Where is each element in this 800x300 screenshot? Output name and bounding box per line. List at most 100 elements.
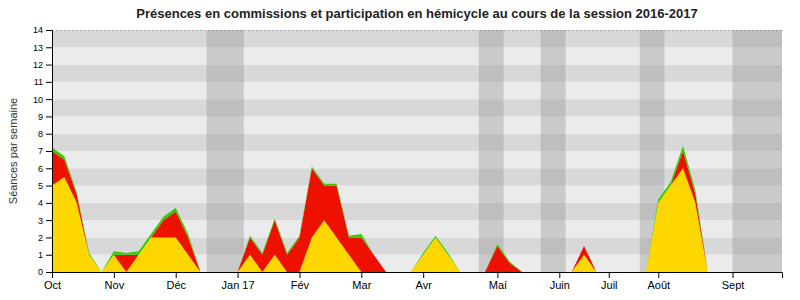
y-axis: 01234567891011121314 xyxy=(33,25,53,277)
tick-label: 4 xyxy=(38,198,43,208)
tick-label: 3 xyxy=(38,216,43,226)
tick-mark xyxy=(46,151,52,152)
y-tick: 11 xyxy=(34,77,52,87)
x-tick: Avr xyxy=(416,272,433,291)
tick-mark xyxy=(658,272,659,278)
tick-label: Fév xyxy=(291,279,310,291)
y-tick: 3 xyxy=(38,216,52,226)
tick-mark xyxy=(299,272,300,278)
tick-mark xyxy=(46,82,52,83)
chart: Oct Nov Déc Jan 17 Fév Mar Avr Maí Juin Juil Août S… xyxy=(0,0,800,300)
tick-mark xyxy=(46,168,52,169)
y-tick: 8 xyxy=(38,129,52,139)
y-tick: 7 xyxy=(38,146,52,156)
y-tick: 4 xyxy=(38,198,52,208)
tick-label: Maí xyxy=(489,279,507,291)
reference-line xyxy=(52,30,782,31)
tick-label: Avr xyxy=(416,279,433,291)
tick-label: Sept xyxy=(722,279,745,291)
tick-mark xyxy=(46,30,52,31)
tick-label: 12 xyxy=(33,60,43,70)
stripe xyxy=(52,134,782,151)
title: Présences en commissions et participatio… xyxy=(136,6,697,21)
axis-line xyxy=(46,31,53,273)
x-tick: Août xyxy=(647,272,670,291)
tick-label: 2 xyxy=(38,233,43,243)
y-tick: 0 xyxy=(38,267,52,277)
x-axis: Oct Nov Déc Jan 17 Fév Mar Avr Maí Juin Juil Août S… xyxy=(44,272,783,291)
tick-label: 6 xyxy=(38,164,43,174)
y-tick: 1 xyxy=(38,250,52,260)
tick-mark xyxy=(238,272,239,278)
y-tick: 14 xyxy=(33,25,52,35)
area xyxy=(52,146,782,272)
x-tick: Juin xyxy=(550,272,570,291)
y-axis-title: Séances par semaine xyxy=(7,98,19,204)
tick-label: Juin xyxy=(550,279,570,291)
plot-area xyxy=(52,30,782,272)
x-tick: Sept xyxy=(722,272,745,291)
y-tick: 10 xyxy=(33,95,52,105)
y-tick: 5 xyxy=(38,181,52,191)
tick-label: 8 xyxy=(38,129,43,139)
tick-label: Déc xyxy=(166,279,186,291)
tick-mark xyxy=(46,220,52,221)
tick-label: 0 xyxy=(38,267,43,277)
band xyxy=(541,30,566,272)
tick-mark xyxy=(176,272,177,278)
tick-mark xyxy=(46,65,52,66)
tick-label: 13 xyxy=(33,43,43,53)
stripe xyxy=(52,99,782,116)
x-tick: Juil xyxy=(601,272,618,291)
stripe xyxy=(52,116,782,133)
tick-mark xyxy=(46,47,52,48)
band xyxy=(207,30,244,272)
stripe xyxy=(52,30,782,47)
tick-label: Août xyxy=(647,279,670,291)
band xyxy=(733,30,782,272)
x-tick: Jan 17 xyxy=(222,272,255,291)
tick-mark xyxy=(114,272,115,278)
tick-mark xyxy=(46,272,52,273)
x-tick: Déc xyxy=(166,272,186,291)
plot: Oct Nov Déc Jan 17 Fév Mar Avr Maí Juin Juil Août S… xyxy=(33,25,783,290)
tick-mark xyxy=(46,203,52,204)
band xyxy=(479,30,504,272)
tick-mark xyxy=(361,272,362,278)
tick-mark xyxy=(423,272,424,278)
tick-label: Juil xyxy=(601,279,618,291)
x-tick: Mar xyxy=(352,272,371,291)
y-tick: 13 xyxy=(33,43,52,53)
y-tick: 12 xyxy=(33,60,52,70)
y-tick: 6 xyxy=(38,164,52,174)
tick-label: 10 xyxy=(33,95,43,105)
tick-label: Oct xyxy=(44,279,61,291)
area xyxy=(52,151,782,272)
tick-mark xyxy=(497,272,498,278)
tick-label: 9 xyxy=(38,112,43,122)
stripe xyxy=(52,82,782,99)
axis-line xyxy=(53,273,783,279)
tick-mark xyxy=(46,186,52,187)
tick-mark xyxy=(46,237,52,238)
tick-label: 7 xyxy=(38,146,43,156)
tick-mark xyxy=(46,116,52,117)
stripe xyxy=(52,151,782,168)
x-tick: Maí xyxy=(489,272,507,291)
tick-mark xyxy=(46,99,52,100)
tick-mark xyxy=(559,272,560,278)
tick-mark xyxy=(46,255,52,256)
x-tick: Nov xyxy=(105,272,125,291)
x-tick: Fév xyxy=(291,272,310,291)
tick-label: 1 xyxy=(38,250,43,260)
tick-label: Jan 17 xyxy=(222,279,255,291)
y-tick: 9 xyxy=(38,112,52,122)
tick-mark xyxy=(733,272,734,278)
y-tick: 2 xyxy=(38,233,52,243)
tick-mark xyxy=(46,134,52,135)
x-tick: Oct xyxy=(44,272,61,291)
tick-label: 5 xyxy=(38,181,43,191)
tick-label: Nov xyxy=(105,279,125,291)
tick-mark xyxy=(609,272,610,278)
stripe xyxy=(52,47,782,64)
